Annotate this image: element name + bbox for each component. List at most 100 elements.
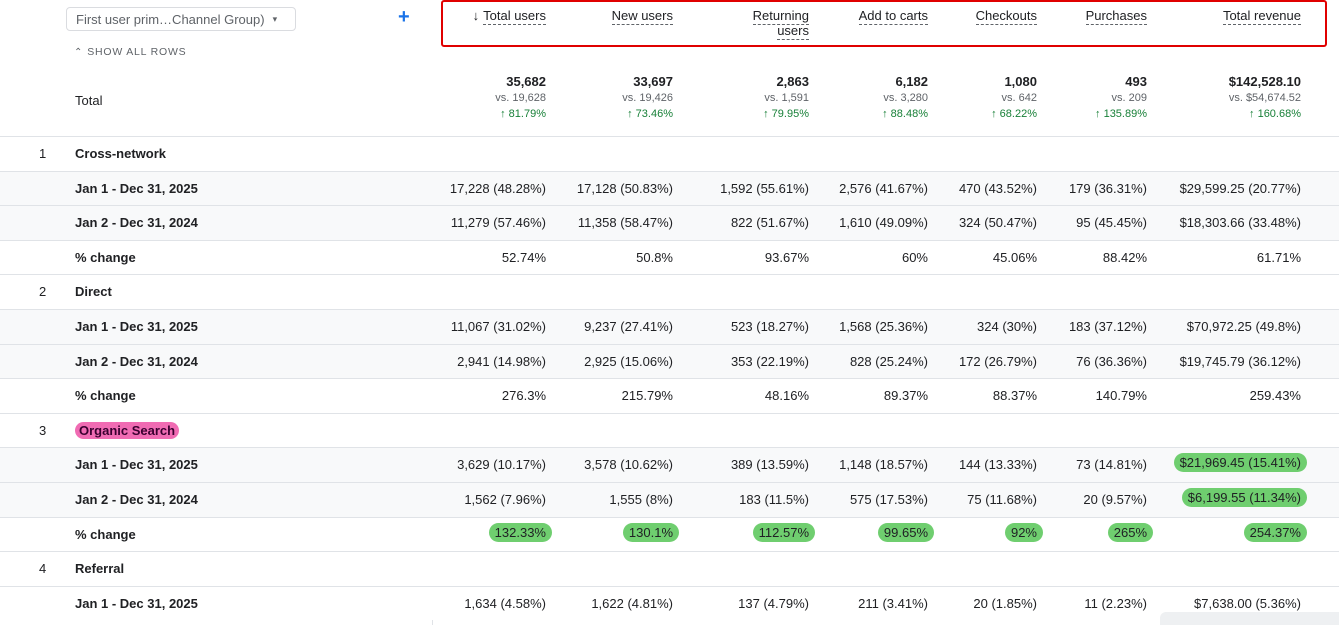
table-cell: 265% <box>1107 522 1153 542</box>
table-cell: 389 (13.59%) <box>730 457 809 473</box>
total-cell: 2,863 vs. 1,591 ↑ 79.95% <box>763 74 809 120</box>
group-row[interactable]: 3 Organic Search <box>0 412 1339 448</box>
highlighted-value: 132.33% <box>488 522 552 542</box>
table-row: Jan 2 - Dec 31, 2024 11,279 (57.46%) 11,35… <box>0 205 1339 240</box>
table-row: Jan 2 - Dec 31, 2024 2,941 (14.98%) 2,925 … <box>0 343 1339 379</box>
table-cell: 144 (13.33%) <box>958 457 1037 473</box>
table-cell: 172 (26.79%) <box>958 353 1037 369</box>
column-header-label: Returning users <box>752 8 809 40</box>
table-cell: 11,067 (31.02%) <box>450 319 546 334</box>
table-cell: 353 (22.19%) <box>730 353 809 369</box>
table-cell: 324 (50.47%) <box>958 215 1037 231</box>
column-header-returning-users[interactable]: Returning users <box>739 8 809 40</box>
total-cell: $142,528.10 vs. $54,674.52 ↑ 160.68% <box>1229 74 1301 120</box>
table-row: % change 132.33% 130.1% 112.57% 99.65% 92% 265… <box>0 516 1339 552</box>
column-header-label: Checkouts <box>975 8 1037 25</box>
total-cell: 33,697 vs. 19,426 ↑ 73.46% <box>622 74 673 120</box>
table-cell: 3,578 (10.62%) <box>584 457 673 473</box>
column-header-total-users[interactable]: ↓ Total users <box>472 8 546 25</box>
table-cell: 254.37% <box>1243 522 1307 542</box>
highlighted-value: 92% <box>1004 522 1043 542</box>
total-change: ↑ 73.46% <box>627 108 673 120</box>
table-cell: 76 (36.36%) <box>1076 353 1147 369</box>
table-cell: 61.71% <box>1256 249 1301 265</box>
add-dimension-button[interactable]: + <box>398 6 410 28</box>
highlighted-value: 265% <box>1107 522 1153 542</box>
total-label: Total <box>75 93 103 108</box>
total-value: 2,863 <box>776 74 809 89</box>
table-cell: 324 (30%) <box>977 319 1037 334</box>
column-header-add-to-carts[interactable]: Add to carts <box>858 8 928 25</box>
table-cell: 9,237 (27.41%) <box>584 319 673 334</box>
column-header-new-users[interactable]: New users <box>611 8 673 25</box>
group-row[interactable]: 2 Direct <box>0 274 1339 309</box>
table-cell: 2,941 (14.98%) <box>457 353 546 369</box>
column-header-label: Total users <box>483 8 546 25</box>
dimension-selector[interactable]: First user prim…Channel Group) ▾ <box>66 7 296 31</box>
table-cell: 259.43% <box>1249 388 1301 404</box>
group-row[interactable]: 1 Cross-network <box>0 136 1339 171</box>
table-cell: 1,610 (49.09%) <box>839 215 928 231</box>
table-cell: 822 (51.67%) <box>730 215 809 231</box>
channel-name: Organic Search <box>75 421 180 439</box>
total-value: $142,528.10 <box>1228 74 1301 89</box>
table-row: Jan 1 - Dec 31, 2025 11,067 (31.02%) 9,237… <box>0 309 1339 344</box>
table-cell: 2,925 (15.06%) <box>584 353 673 369</box>
dimension-selector-label: First user prim…Channel Group) <box>76 11 265 27</box>
total-comparison: vs. 1,591 <box>764 92 809 104</box>
total-value: 33,697 <box>633 74 673 89</box>
total-change: ↑ 88.48% <box>882 108 928 120</box>
table-cell: 1,148 (18.57%) <box>839 457 928 473</box>
total-cell: 6,182 vs. 3,280 ↑ 88.48% <box>882 74 928 120</box>
table-cell: 1,562 (7.96%) <box>464 492 546 507</box>
row-index: 1 <box>39 146 47 161</box>
total-comparison: vs. 19,628 <box>495 92 546 104</box>
sort-descending-icon: ↓ <box>472 8 480 23</box>
table-cell: $70,972.25 (49.8%) <box>1186 319 1301 334</box>
total-comparison: vs. 642 <box>1001 92 1037 104</box>
column-header-total-revenue[interactable]: Total revenue <box>1222 8 1301 25</box>
row-label: Jan 2 - Dec 31, 2024 <box>75 215 198 231</box>
total-change: ↑ 68.22% <box>991 108 1037 120</box>
highlighted-channel-name: Organic Search <box>75 421 180 439</box>
table-cell: 179 (36.31%) <box>1068 180 1147 196</box>
highlighted-value: $21,969.45 (15.41%) <box>1173 453 1307 473</box>
table-cell: 215.79% <box>621 388 673 404</box>
table-cell: 1,555 (8%) <box>609 492 673 507</box>
table-cell: 52.74% <box>501 249 546 265</box>
total-comparison: vs. $54,674.52 <box>1228 92 1301 104</box>
table-cell: $29,599.25 (20.77%) <box>1179 180 1301 196</box>
table-cell: 11,358 (58.47%) <box>577 215 673 231</box>
table-cell: 99.65% <box>877 522 934 542</box>
column-header-label: Add to carts <box>858 8 928 25</box>
table-cell: 11,279 (57.46%) <box>450 215 546 231</box>
total-change: ↑ 81.79% <box>500 108 546 120</box>
column-header-checkouts[interactable]: Checkouts <box>975 8 1037 25</box>
table-cell: 1,622 (4.81%) <box>591 595 673 611</box>
total-comparison: vs. 3,280 <box>883 92 928 104</box>
table-cell: 73 (14.81%) <box>1076 457 1147 473</box>
total-comparison: vs. 19,426 <box>622 92 673 104</box>
table-cell: 20 (1.85%) <box>973 595 1037 611</box>
channel-name: Direct <box>75 284 112 300</box>
highlighted-value: 130.1% <box>622 522 679 542</box>
table-row: % change 52.74% 50.8% 93.67% 60% 45.06% 88.42%… <box>0 239 1339 275</box>
total-change: ↑ 160.68% <box>1249 108 1301 120</box>
highlighted-value: 99.65% <box>877 522 934 542</box>
row-label: % change <box>75 526 136 542</box>
table-cell: 523 (18.27%) <box>730 319 809 334</box>
column-header-label: Total revenue <box>1222 8 1301 25</box>
show-all-rows-button[interactable]: ⌃ SHOW ALL ROWS <box>74 46 186 58</box>
table-row: Jan 1 - Dec 31, 2025 1,634 (4.58%) 1,622 (… <box>0 585 1339 621</box>
table-cell: 89.37% <box>883 388 928 404</box>
column-header-label: New users <box>611 8 673 25</box>
highlighted-value: 112.57% <box>752 522 815 542</box>
table-cell: 132.33% <box>488 522 552 542</box>
column-header-purchases[interactable]: Purchases <box>1085 8 1147 25</box>
table-cell: 137 (4.79%) <box>738 595 809 611</box>
total-value: 493 <box>1125 74 1147 89</box>
group-row[interactable]: 4 Referral <box>0 551 1339 586</box>
table-cell: 828 (25.24%) <box>849 353 928 369</box>
chevron-down-icon: ▾ <box>272 13 278 24</box>
table-row: % change 276.3% 215.79% 48.16% 89.37% 88.37% 1… <box>0 378 1339 413</box>
